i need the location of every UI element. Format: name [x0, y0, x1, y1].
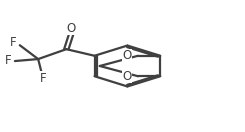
Text: F: F: [5, 54, 12, 67]
Text: F: F: [40, 72, 46, 85]
Text: F: F: [10, 36, 17, 49]
Text: O: O: [122, 70, 132, 83]
Text: O: O: [122, 49, 132, 62]
Text: O: O: [67, 22, 76, 35]
